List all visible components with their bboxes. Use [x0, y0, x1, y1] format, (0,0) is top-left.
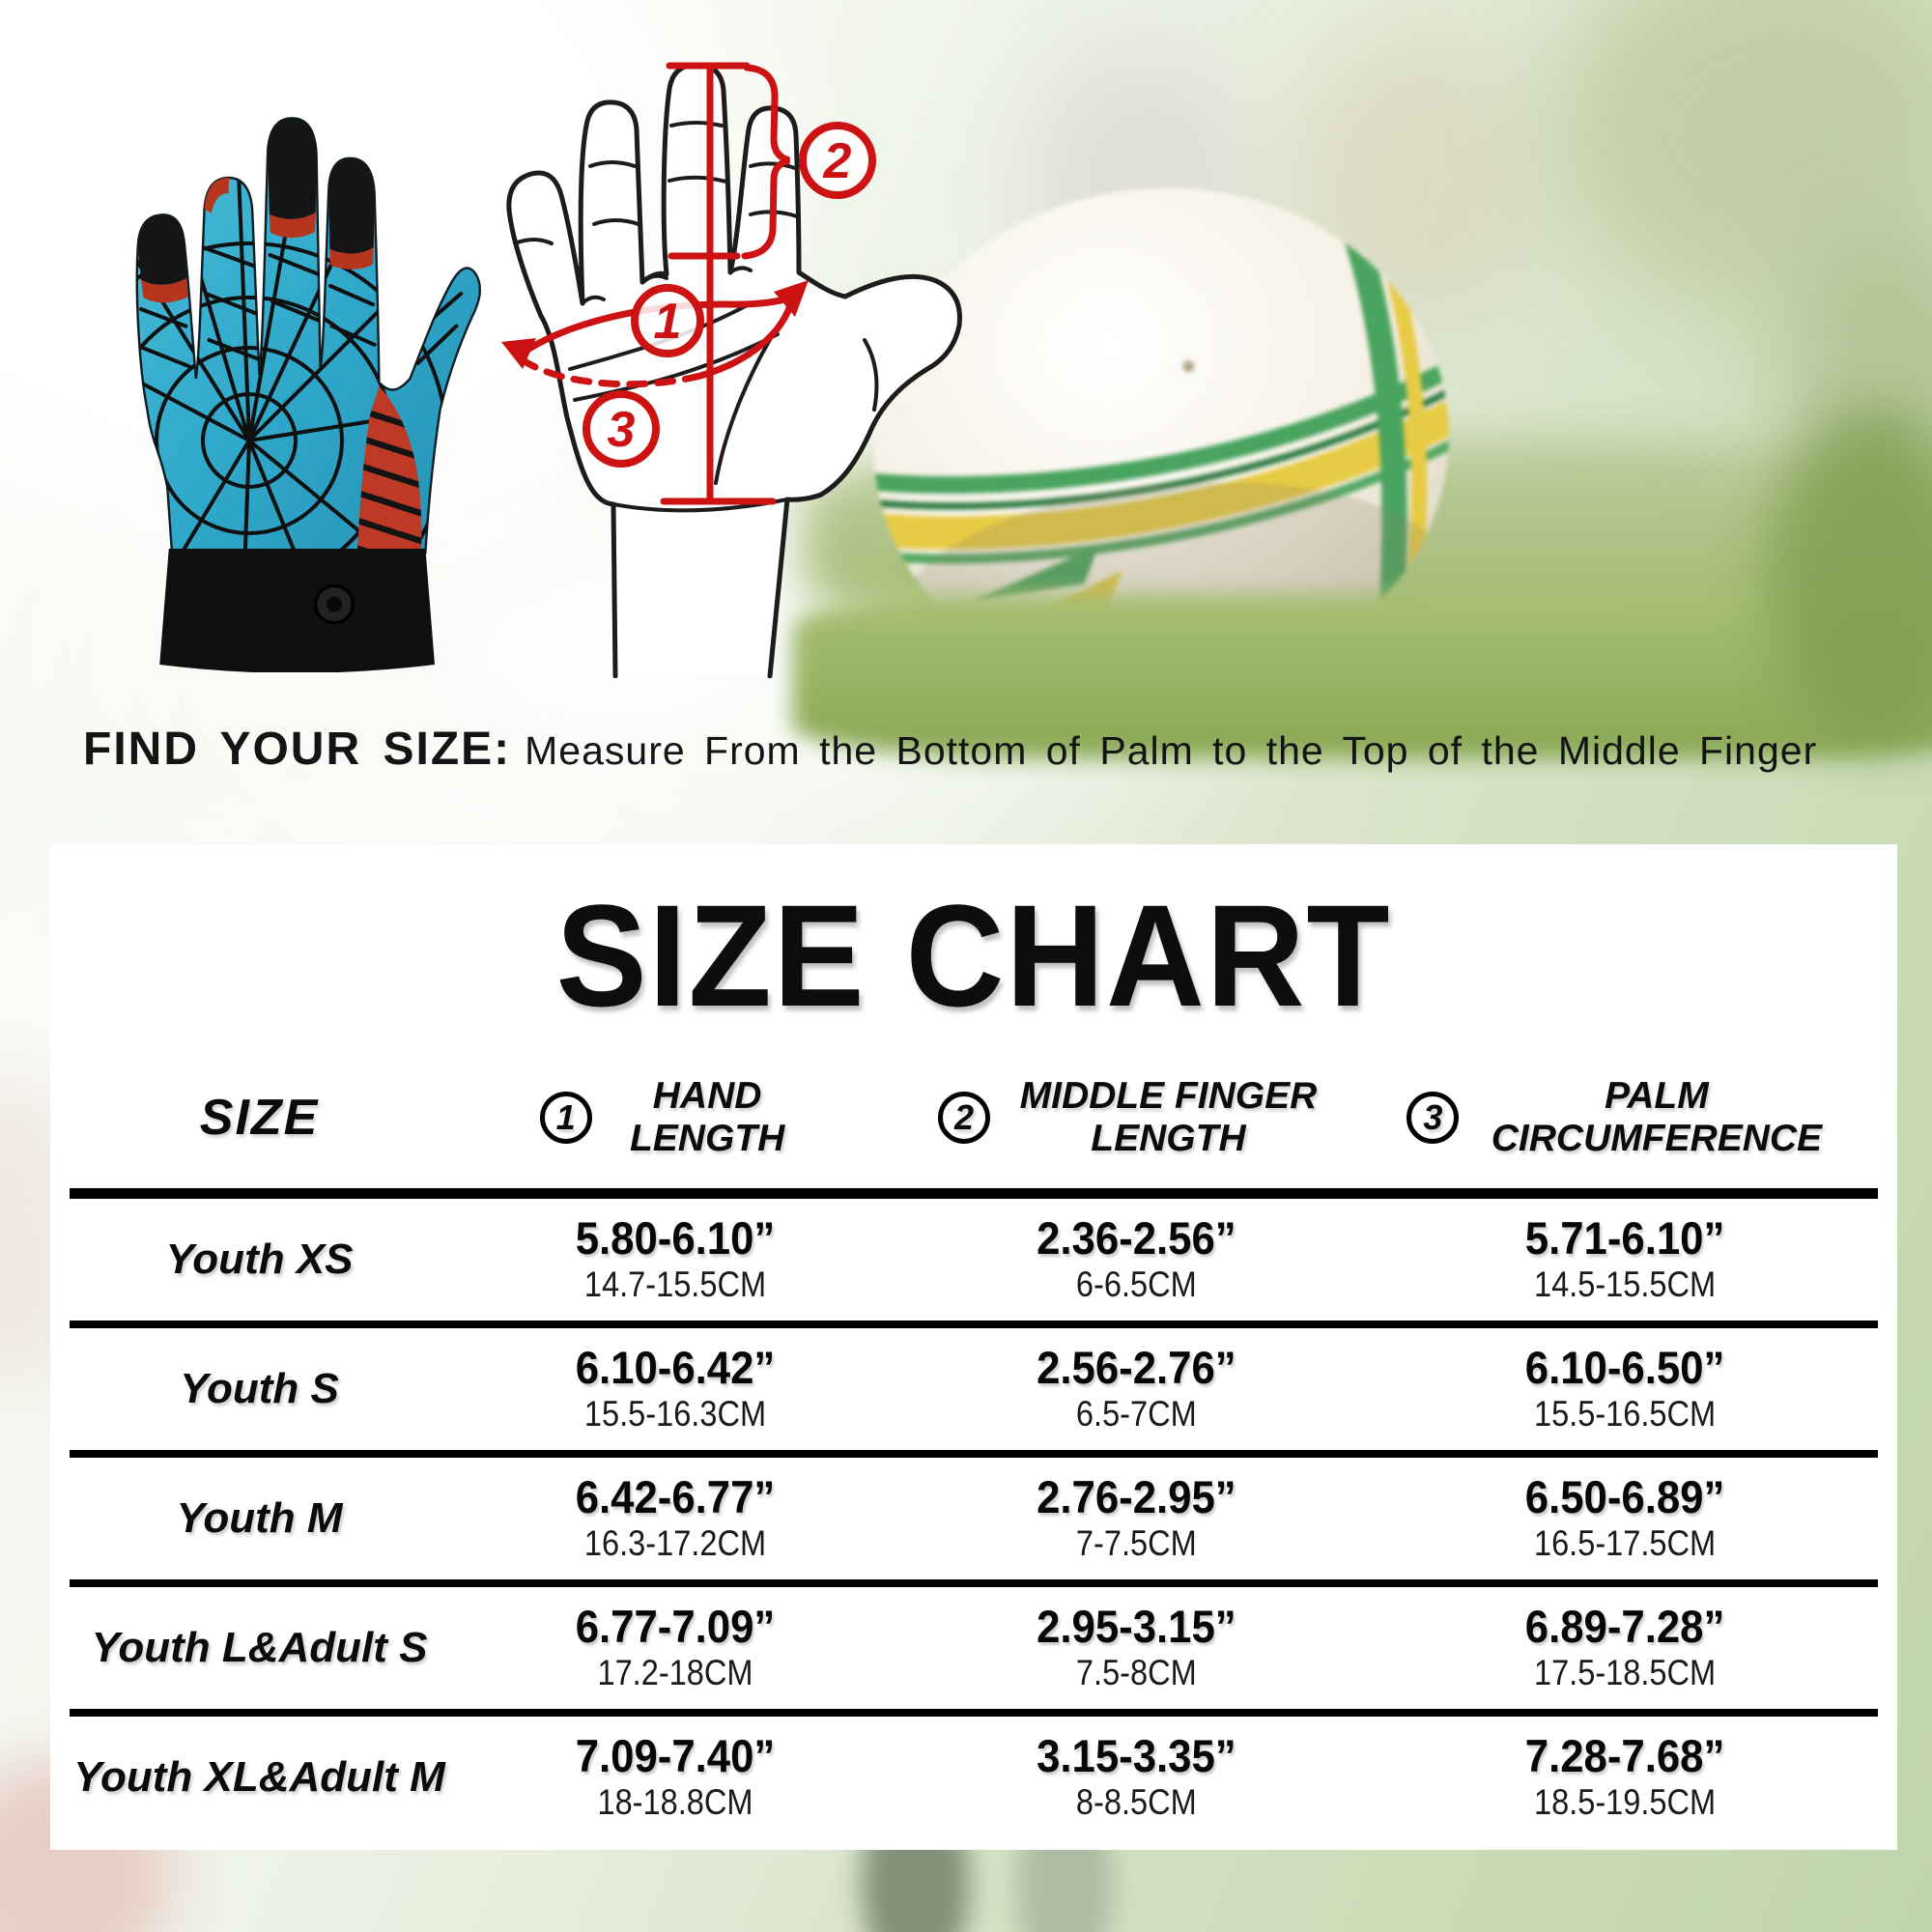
- hand-length-inches: 6.42-6.77”: [575, 1470, 776, 1522]
- palm-circumference-cm: 18.5-19.5CM: [1533, 1782, 1717, 1823]
- measure-2-badge-icon: 2: [937, 1092, 990, 1144]
- column-header-label: MIDDLE FINGER LENGTH: [1019, 1075, 1318, 1159]
- table-row: Youth L&Adult S 6.77-7.09” 17.2-18CM 2.95…: [70, 1579, 1878, 1709]
- palm-tape-lower: [696, 296, 796, 380]
- finger-length-inches: 3.15-3.35”: [1037, 1729, 1236, 1781]
- size-chart-panel: SIZE CHART SIZE 1 HAND LENGTH 2 MIDDLE F…: [50, 844, 1897, 1850]
- measure-3-badge-icon: 3: [1406, 1092, 1460, 1144]
- hand-length-cm: 18-18.8CM: [597, 1782, 753, 1823]
- finger-length-cm: 7.5-8CM: [1076, 1653, 1197, 1693]
- column-header-size: SIZE: [199, 1089, 320, 1146]
- find-your-size-text: Measure From the Bottom of Palm to the T…: [525, 728, 1818, 773]
- size-label: Youth L&Adult S: [91, 1624, 428, 1671]
- column-header-label: PALM CIRCUMFERENCE: [1491, 1075, 1823, 1159]
- finger-length-bracket: [741, 64, 791, 260]
- column-header-label: HAND LENGTH: [629, 1075, 785, 1159]
- svg-text:3: 3: [608, 402, 636, 458]
- tape-arrow-right: [774, 280, 809, 317]
- hand-length-inches: 6.10-6.42”: [575, 1341, 776, 1393]
- palm-circumference-inches: 7.28-7.68”: [1524, 1729, 1725, 1781]
- hand-length-inches: 5.80-6.10”: [575, 1211, 776, 1264]
- palm-circumference-cm: 17.5-18.5CM: [1533, 1653, 1717, 1693]
- size-label: Youth XL&Adult M: [73, 1753, 445, 1801]
- palm-circumference-cm: 15.5-16.5CM: [1533, 1394, 1717, 1435]
- measure-1-badge-icon: 1: [539, 1092, 592, 1144]
- grass-background: [1768, 406, 1932, 744]
- finger-length-cm: 7-7.5CM: [1076, 1523, 1197, 1564]
- column-header-palm-circumference: 3 PALM CIRCUMFERENCE: [1372, 1075, 1878, 1159]
- table-row: Youth XS 5.80-6.10” 14.7-15.5CM 2.36-2.56…: [70, 1199, 1878, 1321]
- tape-arrow-left: [501, 338, 536, 369]
- grass-foreground: [792, 594, 1932, 758]
- hand-length-cm: 14.7-15.5CM: [583, 1264, 767, 1305]
- find-your-size-label: FIND YOUR SIZE:: [83, 724, 512, 775]
- palm-circumference-inches: 6.89-7.28”: [1524, 1600, 1725, 1652]
- svg-text:2: 2: [823, 133, 852, 189]
- marker-2-badge-icon: 2: [799, 122, 876, 199]
- glove-cuff: [159, 549, 435, 672]
- hand-length-cm: 15.5-16.3CM: [583, 1394, 767, 1435]
- hand-measurement-diagram: 1 2 3: [501, 62, 962, 678]
- marker-1-badge-icon: 1: [631, 284, 704, 357]
- table-row: Youth M 6.42-6.77” 16.3-17.2CM 2.76-2.95”…: [70, 1450, 1878, 1579]
- svg-text:1: 1: [654, 294, 682, 350]
- find-your-size-instruction: FIND YOUR SIZE: Measure From the Bottom o…: [83, 723, 1899, 776]
- table-row: Youth S 6.10-6.42” 15.5-16.3CM 2.56-2.76”…: [70, 1321, 1878, 1450]
- finger-length-cm: 8-8.5CM: [1076, 1782, 1197, 1823]
- size-label: Youth M: [176, 1494, 343, 1542]
- hand-length-cm: 17.2-18CM: [597, 1653, 753, 1693]
- palm-circumference-cm: 14.5-15.5CM: [1533, 1264, 1717, 1305]
- finger-length-inches: 2.56-2.76”: [1037, 1341, 1236, 1393]
- table-header-row: SIZE 1 HAND LENGTH 2 MIDDLE FINGER LENGT…: [70, 1047, 1878, 1199]
- size-label: Youth XS: [165, 1236, 354, 1283]
- finger-length-cm: 6.5-7CM: [1076, 1394, 1197, 1435]
- palm-circumference-inches: 5.71-6.10”: [1524, 1211, 1725, 1264]
- finger-length-cm: 6-6.5CM: [1076, 1264, 1197, 1305]
- hand-length-inches: 7.09-7.40”: [575, 1729, 776, 1781]
- glove-palm: [135, 117, 481, 554]
- finger-length-inches: 2.95-3.15”: [1037, 1600, 1236, 1652]
- palm-circumference-inches: 6.10-6.50”: [1524, 1341, 1725, 1393]
- glove-product-image: [135, 117, 481, 672]
- palm-circumference-inches: 6.50-6.89”: [1524, 1470, 1725, 1522]
- table-row: Youth XL&Adult M 7.09-7.40” 18-18.8CM 3.1…: [70, 1709, 1878, 1838]
- column-header-hand-length: 1 HAND LENGTH: [449, 1075, 901, 1159]
- size-label: Youth S: [180, 1365, 339, 1412]
- finger-length-inches: 2.76-2.95”: [1037, 1470, 1236, 1522]
- column-header-middle-finger-length: 2 MIDDLE FINGER LENGTH: [901, 1075, 1372, 1159]
- hand-length-cm: 16.3-17.2CM: [583, 1523, 767, 1564]
- size-chart-title: SIZE CHART: [555, 874, 1392, 1037]
- size-table: SIZE 1 HAND LENGTH 2 MIDDLE FINGER LENGT…: [70, 1047, 1878, 1838]
- finger-length-inches: 2.36-2.56”: [1037, 1211, 1236, 1264]
- hand-length-inches: 6.77-7.09”: [575, 1600, 776, 1652]
- palm-tape-dashed: [521, 357, 704, 388]
- palm-circumference-cm: 16.5-17.5CM: [1533, 1523, 1717, 1564]
- marker-3-badge-icon: 3: [582, 390, 660, 468]
- hand-outline: [506, 62, 962, 678]
